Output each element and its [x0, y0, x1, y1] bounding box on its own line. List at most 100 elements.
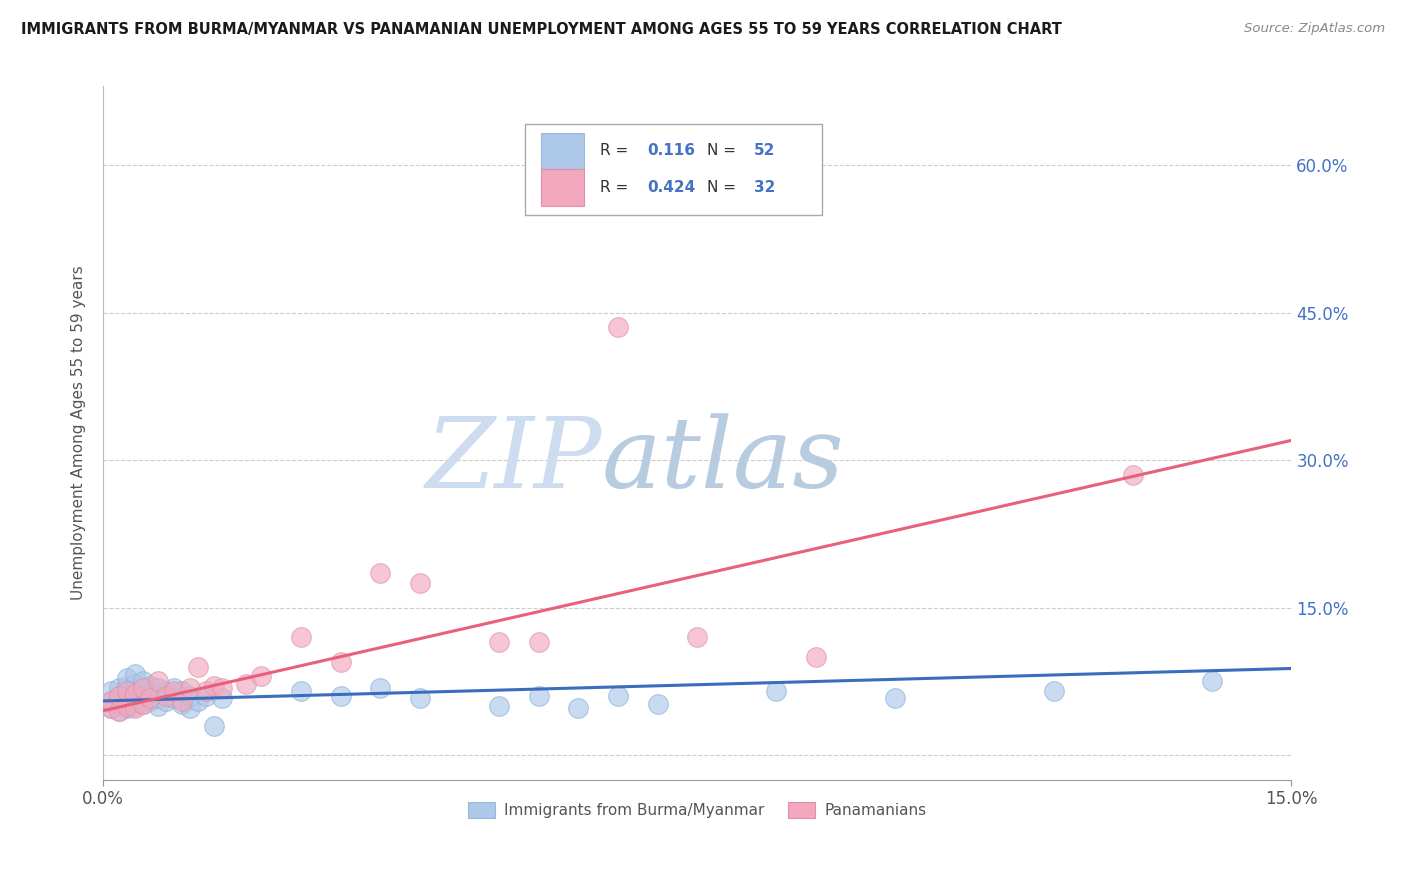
Text: N =: N = — [707, 180, 741, 195]
Point — [131, 697, 153, 711]
Point — [124, 690, 146, 705]
Point — [124, 698, 146, 713]
Point — [1122, 467, 1144, 482]
Text: 0.116: 0.116 — [647, 143, 695, 158]
Point — [179, 689, 201, 703]
Point — [131, 697, 153, 711]
Point — [686, 630, 709, 644]
Point — [250, 669, 273, 683]
Point — [187, 694, 209, 708]
FancyBboxPatch shape — [541, 169, 585, 206]
Text: 32: 32 — [754, 180, 776, 195]
Point — [187, 659, 209, 673]
Point — [115, 684, 138, 698]
Point — [290, 630, 312, 644]
Text: R =: R = — [600, 143, 633, 158]
Point — [115, 687, 138, 701]
Point — [148, 690, 170, 705]
Point — [329, 689, 352, 703]
Point — [131, 674, 153, 689]
Point — [107, 689, 129, 703]
Point — [115, 679, 138, 693]
Point — [155, 689, 177, 703]
Point — [148, 681, 170, 695]
Point — [107, 697, 129, 711]
Point — [409, 576, 432, 591]
Point — [100, 701, 122, 715]
Point — [139, 694, 162, 708]
Point — [607, 689, 630, 703]
Point — [107, 704, 129, 718]
Point — [155, 694, 177, 708]
Point — [172, 694, 194, 708]
Point — [131, 681, 153, 695]
Point — [765, 684, 787, 698]
Point — [211, 681, 233, 695]
Point — [115, 698, 138, 713]
Point — [163, 681, 186, 695]
Point — [115, 671, 138, 685]
Text: 0.424: 0.424 — [647, 180, 696, 195]
Point — [124, 684, 146, 698]
Point — [100, 684, 122, 698]
Point — [235, 677, 257, 691]
Point — [131, 689, 153, 703]
Point — [131, 681, 153, 695]
Text: 52: 52 — [754, 143, 776, 158]
Point — [172, 684, 194, 698]
Point — [527, 635, 550, 649]
Point — [163, 684, 186, 698]
Point — [179, 701, 201, 715]
Point — [148, 698, 170, 713]
Point — [1042, 684, 1064, 698]
Point — [567, 701, 589, 715]
Legend: Immigrants from Burma/Myanmar, Panamanians: Immigrants from Burma/Myanmar, Panamania… — [461, 796, 932, 824]
Text: IMMIGRANTS FROM BURMA/MYANMAR VS PANAMANIAN UNEMPLOYMENT AMONG AGES 55 TO 59 YEA: IMMIGRANTS FROM BURMA/MYANMAR VS PANAMAN… — [21, 22, 1062, 37]
Point — [139, 687, 162, 701]
Point — [329, 655, 352, 669]
Text: atlas: atlas — [602, 413, 845, 508]
Point — [647, 697, 669, 711]
Point — [124, 687, 146, 701]
Point — [1201, 674, 1223, 689]
Text: Source: ZipAtlas.com: Source: ZipAtlas.com — [1244, 22, 1385, 36]
Point — [148, 674, 170, 689]
Point — [172, 697, 194, 711]
Point — [884, 690, 907, 705]
Point — [107, 704, 129, 718]
Point — [100, 694, 122, 708]
Point — [607, 320, 630, 334]
Point — [115, 694, 138, 708]
FancyBboxPatch shape — [524, 125, 823, 215]
Point — [804, 649, 827, 664]
Point — [139, 679, 162, 693]
Point — [194, 689, 217, 703]
Text: ZIP: ZIP — [426, 413, 602, 508]
Point — [202, 679, 225, 693]
Point — [409, 690, 432, 705]
Point — [107, 689, 129, 703]
Point — [488, 698, 510, 713]
Point — [527, 689, 550, 703]
Point — [163, 690, 186, 705]
Point — [100, 701, 122, 715]
Point — [124, 701, 146, 715]
Point — [202, 718, 225, 732]
Point — [124, 667, 146, 681]
Point — [115, 701, 138, 715]
Point — [488, 635, 510, 649]
Point — [194, 684, 217, 698]
Point — [179, 681, 201, 695]
Point — [211, 690, 233, 705]
Text: N =: N = — [707, 143, 741, 158]
Point — [124, 677, 146, 691]
Point — [139, 690, 162, 705]
Point — [100, 694, 122, 708]
Y-axis label: Unemployment Among Ages 55 to 59 years: Unemployment Among Ages 55 to 59 years — [72, 266, 86, 600]
Point — [107, 681, 129, 695]
Point — [368, 681, 391, 695]
Point — [368, 566, 391, 580]
FancyBboxPatch shape — [541, 133, 585, 170]
Text: R =: R = — [600, 180, 633, 195]
Point — [290, 684, 312, 698]
